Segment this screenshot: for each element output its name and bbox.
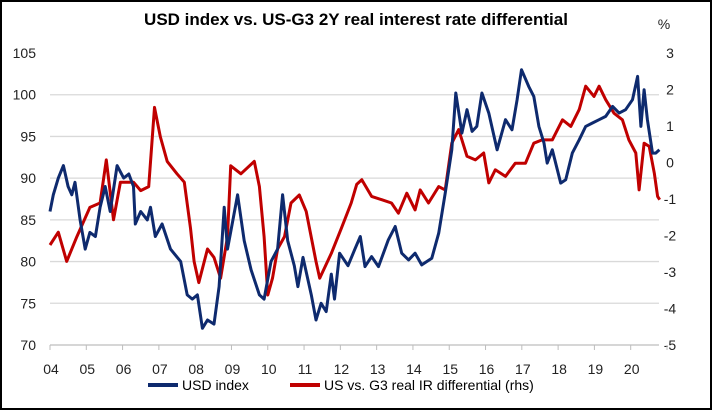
usd-index-line [48, 68, 661, 330]
x-tick-label: 18 [551, 361, 567, 377]
y-tick-label: 75 [20, 295, 36, 311]
x-tick-label: 17 [515, 361, 531, 377]
legend-label-usd-index: USD index [182, 377, 249, 393]
x-tick-label: 11 [298, 361, 313, 377]
x-tick-label: 05 [80, 361, 96, 377]
right-axis-unit: % [658, 16, 670, 32]
y-tick-label: 90 [20, 170, 36, 186]
chart-title: USD index vs. US-G3 2Y real interest rat… [144, 10, 568, 29]
series-lines [48, 68, 661, 330]
y-tick-label: 70 [20, 337, 36, 353]
x-tick-label: 06 [116, 361, 132, 377]
y2-tick-label: -2 [664, 228, 677, 244]
y-tick-label: 105 [13, 45, 37, 61]
x-tick-label: 15 [442, 361, 458, 377]
y2-tick-label: 1 [666, 118, 674, 134]
y2-tick-label: -1 [664, 191, 677, 207]
y2-tick-label: -4 [664, 301, 677, 317]
x-tick-label: 12 [334, 361, 350, 377]
y-tick-label: 85 [20, 212, 36, 228]
y2-tick-label: -3 [664, 264, 677, 280]
gridlines [50, 94, 659, 346]
rate-differential-line [48, 84, 661, 297]
x-tick-label: 20 [624, 361, 640, 377]
right-axis: -5 -4 -3 -2 -1 0 1 2 3 [664, 45, 677, 353]
y2-tick-label: -5 [664, 337, 677, 353]
x-tick-label: 07 [152, 361, 168, 377]
x-tick-label: 09 [225, 361, 241, 377]
x-axis: 04 05 06 07 08 09 10 11 12 13 14 15 16 17 18 19 20 [43, 345, 668, 377]
y2-tick-label: 3 [666, 45, 674, 61]
x-tick-label: 16 [479, 361, 495, 377]
x-tick-label: 10 [261, 361, 277, 377]
x-tick-label: 08 [188, 361, 204, 377]
y-tick-label: 80 [20, 254, 36, 270]
left-axis: 70 75 80 85 90 95 100 105 [13, 45, 37, 353]
y-tick-label: 95 [20, 128, 36, 144]
y-tick-label: 100 [13, 87, 37, 103]
x-tick-label: 19 [588, 361, 604, 377]
x-tick-label: 14 [406, 361, 422, 377]
y2-tick-label: 0 [666, 155, 674, 171]
legend: USD index US vs. G3 real IR differential… [148, 377, 534, 393]
x-tick-label: 13 [370, 361, 386, 377]
y2-tick-label: 2 [666, 82, 674, 98]
x-tick-label: 04 [43, 361, 59, 377]
legend-label-rate-differential: US vs. G3 real IR differential (rhs) [324, 377, 534, 393]
